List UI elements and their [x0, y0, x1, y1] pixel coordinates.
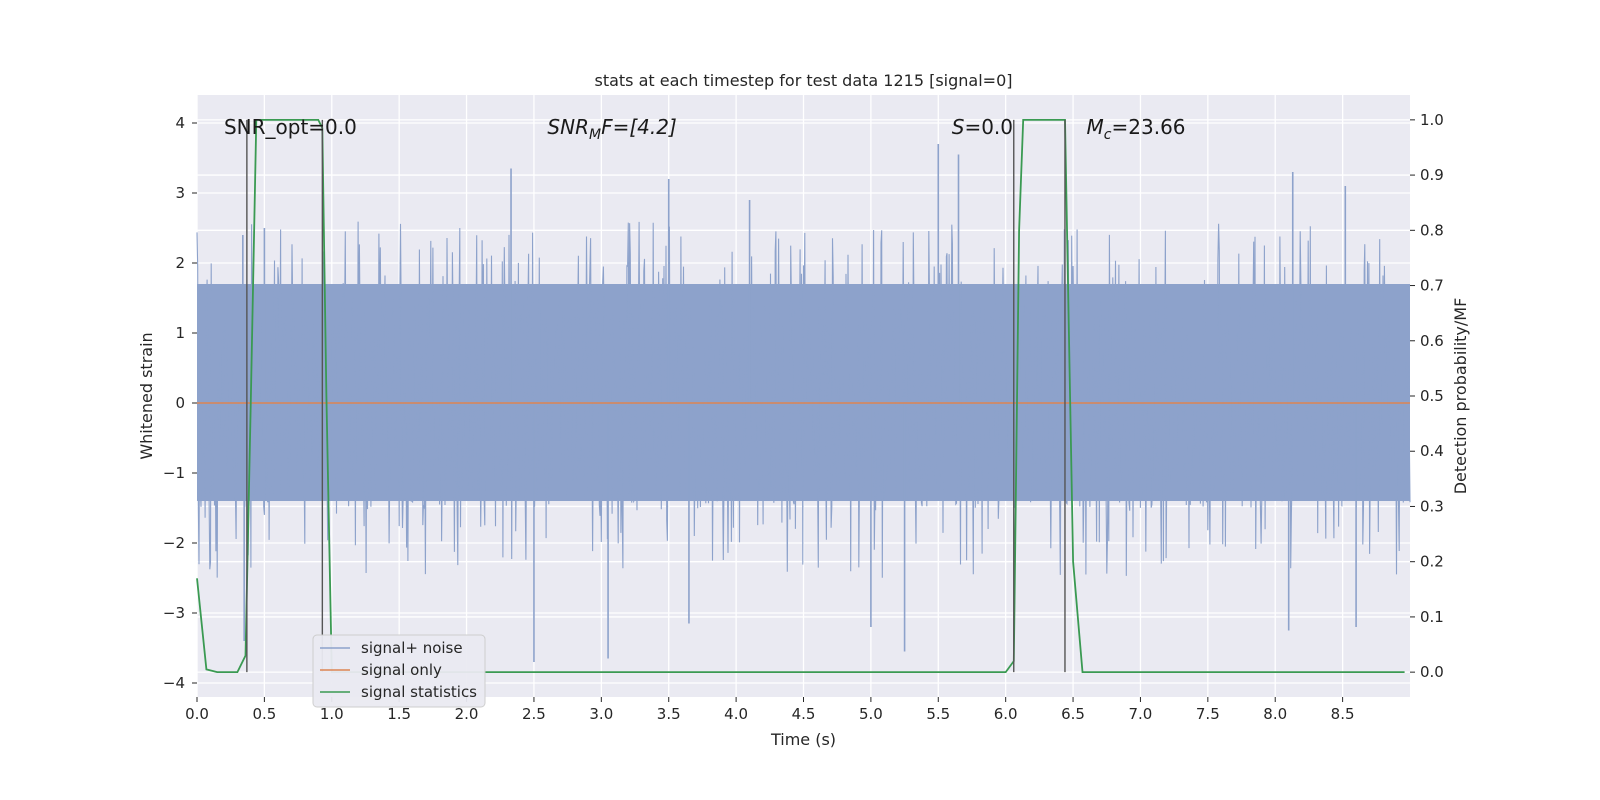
- y-right-tick-label: 0.3: [1420, 497, 1444, 515]
- annotation-text: SNR_opt=0.0: [224, 115, 357, 139]
- x-tick-label: 4.0: [724, 705, 748, 723]
- legend: signal+ noise signal only signal statistic…: [312, 634, 486, 708]
- y-tick-label: −4: [163, 674, 185, 692]
- y-tick-label: 1: [175, 324, 185, 342]
- vertical-markers: [246, 119, 1066, 673]
- legend-label: signal statistics: [361, 683, 477, 701]
- axis-ticks: 0.0 0.5 1.0 1.5 2.0 2.5 3.0 3.5 4.0 4.5 5.0 5.5 6.0 6…: [163, 111, 1444, 723]
- chart-title: stats at each timestep for test data 121…: [594, 71, 1012, 90]
- legend-box: [312, 634, 486, 708]
- y-right-tick-label: 0.2: [1420, 553, 1444, 571]
- y-right-tick-label: 1.0: [1420, 111, 1444, 129]
- y-axis-label: Whitened strain: [137, 332, 156, 459]
- x-tick-label: 5.0: [859, 705, 883, 723]
- y-tick-label: 4: [175, 114, 185, 132]
- x-axis-label: Time (s): [770, 730, 836, 749]
- y-right-tick-label: 0.9: [1420, 166, 1444, 184]
- legend-label: signal only: [361, 661, 442, 679]
- annotation-text: Mc=23.66: [1087, 115, 1186, 143]
- y-tick-label: 3: [175, 184, 185, 202]
- x-tick-label: 2.5: [522, 705, 546, 723]
- y-tick-label: −2: [163, 534, 185, 552]
- x-tick-label: 3.5: [657, 705, 681, 723]
- noise-trace: [196, 221, 1411, 578]
- x-tick-label: 6.5: [1061, 705, 1085, 723]
- x-tick-label: 5.5: [926, 705, 950, 723]
- y-right-tick-label: 0.6: [1420, 332, 1444, 350]
- x-tick-label: 4.5: [792, 705, 816, 723]
- series-signal-noise: [196, 144, 1411, 662]
- y-tick-label: 0: [175, 394, 185, 412]
- y-right-tick-label: 0.0: [1420, 663, 1444, 681]
- y-right-tick-label: 0.7: [1420, 277, 1444, 295]
- annotation-text: S=0.0: [952, 115, 1013, 139]
- x-tick-label: 2.0: [455, 705, 479, 723]
- x-tick-label: 3.0: [589, 705, 613, 723]
- x-tick-label: 7.0: [1129, 705, 1153, 723]
- x-tick-label: 7.5: [1196, 705, 1220, 723]
- y-right-tick-label: 0.8: [1420, 221, 1444, 239]
- legend-label: signal+ noise: [361, 639, 463, 657]
- x-tick-label: 8.0: [1263, 705, 1287, 723]
- x-tick-label: 8.5: [1331, 705, 1355, 723]
- annotations: SNR_opt=0.0 SNRMF=[4.2] S=0.0 Mc=23.66: [224, 115, 1186, 143]
- x-tick-label: 1.5: [387, 705, 411, 723]
- x-tick-label: 0.0: [185, 705, 209, 723]
- x-tick-label: 1.0: [320, 705, 344, 723]
- x-tick-label: 0.5: [252, 705, 276, 723]
- y-tick-label: −3: [163, 604, 185, 622]
- y-right-tick-label: 0.1: [1420, 608, 1444, 626]
- annotation-text: SNRMF=[4.2]: [547, 115, 676, 143]
- y-tick-label: −1: [163, 464, 185, 482]
- y-axis-right-label: Detection probability/MF: [1451, 298, 1470, 495]
- y-tick-label: 2: [175, 254, 185, 272]
- y-right-tick-label: 0.4: [1420, 442, 1444, 460]
- x-tick-label: 6.0: [994, 705, 1018, 723]
- y-right-tick-label: 0.5: [1420, 387, 1444, 405]
